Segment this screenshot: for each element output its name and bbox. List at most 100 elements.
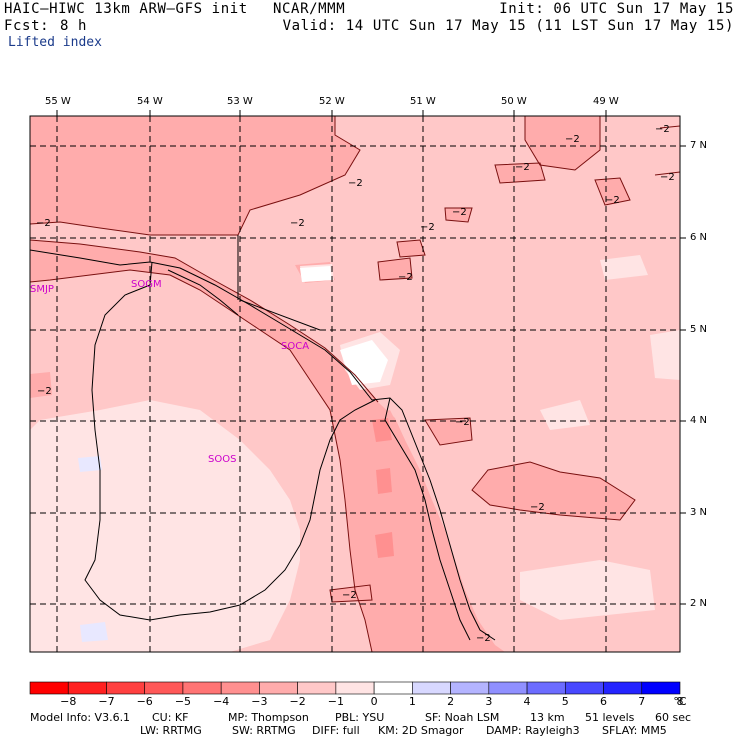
- station-sogm: SOGM: [131, 279, 162, 290]
- colorbar-swatch: [144, 681, 184, 695]
- field-region-light7: [520, 560, 655, 620]
- surface-layer: SFLAY: MM5: [602, 724, 667, 737]
- colorbar-tick-label: −2: [289, 695, 306, 708]
- colorbar-tick-label: −5: [174, 695, 192, 708]
- colorbar-tick-label: 1: [408, 695, 416, 708]
- field-region-east: [472, 462, 635, 520]
- lat-label: 5 N: [690, 324, 708, 335]
- field-region-light5: [540, 400, 590, 430]
- colorbar-swatch: [182, 681, 222, 695]
- longwave-scheme: LW: RRTMG: [140, 724, 202, 737]
- colorbar-tick-label: 2: [447, 695, 455, 708]
- field-patch-dark3: [375, 532, 394, 558]
- init-time: Init: 06 UTC Sun 17 May 15: [499, 1, 734, 17]
- colorbar-tick-label: 4: [523, 695, 531, 708]
- colorbar-unit: °C: [673, 695, 687, 708]
- contour-label: −2: [37, 386, 52, 397]
- center-name: NCAR/MMM: [273, 1, 346, 17]
- microphysics-scheme: MP: Thompson: [228, 711, 309, 724]
- contour-label: −2: [660, 172, 675, 183]
- field-region-spot7: [330, 585, 372, 602]
- colorbar-tick-label: −4: [213, 695, 230, 708]
- contour-label: −2: [420, 222, 435, 233]
- valid-time: Valid: 14 UTC Sun 17 May 15 (11 LST Sun …: [282, 18, 734, 34]
- contour-label: −2: [455, 417, 470, 428]
- colorbar-swatch: [603, 681, 643, 695]
- km-option: KM: 2D Smagor: [378, 724, 464, 737]
- lon-label: 54 W: [137, 96, 163, 107]
- station-smjp: SMJP: [30, 284, 54, 295]
- contour-label: −2: [515, 162, 530, 173]
- field-region-coast-east: [425, 418, 472, 445]
- colorbar-tick-label: −6: [136, 695, 153, 708]
- colorbar: [29, 681, 681, 695]
- colorbar-tick-label: 6: [600, 695, 608, 708]
- contour-label: −2: [565, 134, 580, 145]
- shortwave-scheme: SW: RRTMG: [232, 724, 296, 737]
- lon-label: 49 W: [593, 96, 619, 107]
- resolution: 13 km: [530, 711, 565, 724]
- contour-labels: −2 −2 −2 −2 −2 −2 −2 −2 −2 −2 −2 −2 −2 −…: [36, 124, 675, 644]
- colorbar-swatch: [450, 681, 490, 695]
- colorbar-swatch: [526, 681, 566, 695]
- contour-label: −2: [655, 124, 670, 135]
- field-region-spot2: [378, 258, 412, 280]
- model-info: Model Info: V3.6.1: [30, 711, 131, 724]
- lat-label: 6 N: [690, 232, 708, 243]
- field-region-light8: [600, 255, 648, 280]
- contour-label: −2: [452, 207, 467, 218]
- lon-label: 51 W: [410, 96, 436, 107]
- contour-label: −2: [290, 218, 305, 229]
- colorbar-swatch: [259, 681, 298, 695]
- station-labels: SMJP SOGM SOCA SOOS: [30, 279, 309, 465]
- colorbar-swatch: [67, 681, 107, 695]
- lon-label: 50 W: [501, 96, 527, 107]
- colorbar-tick-label: −1: [327, 695, 344, 708]
- pbl-scheme: PBL: YSU: [335, 711, 385, 724]
- station-soos: SOOS: [208, 454, 236, 465]
- timestep: 60 sec: [655, 711, 692, 724]
- field-patch-dark2: [376, 468, 392, 494]
- contour-label: −2: [398, 272, 413, 283]
- colorbar-tick-label: −7: [98, 695, 115, 708]
- colorbar-swatch: [412, 681, 451, 695]
- model-title: HAIC–HIWC 13km ARW–GFS init: [4, 1, 248, 17]
- lat-label: 4 N: [690, 415, 708, 426]
- colorbar-swatch: [335, 681, 375, 695]
- axis-ticks: [56, 110, 686, 605]
- colorbar-tick-label: 0: [370, 695, 378, 708]
- vertical-levels: 51 levels: [585, 711, 635, 724]
- lon-label: 55 W: [45, 96, 71, 107]
- contour-label: −2: [605, 195, 620, 206]
- field-region-ne: [525, 116, 600, 170]
- lat-label: 2 N: [690, 598, 708, 609]
- surface-scheme: SF: Noah LSM: [425, 711, 500, 724]
- field-region-white2: [300, 266, 332, 282]
- colorbar-swatch: [373, 681, 413, 695]
- forecast-label: Fcst:: [4, 18, 50, 34]
- colorbar-swatch: [488, 681, 528, 695]
- colorbar-swatch: [106, 681, 146, 695]
- station-soca: SOCA: [281, 341, 309, 352]
- contour-label: −2: [530, 502, 545, 513]
- field-region-spot4: [445, 208, 472, 222]
- colorbar-tick-label: 3: [485, 695, 493, 708]
- damping: DAMP: Rayleigh3: [486, 724, 580, 737]
- colorbar-swatch: [641, 681, 681, 695]
- lat-label: 7 N: [690, 140, 708, 151]
- field-region-spot3: [397, 240, 425, 257]
- field-region-blue2: [80, 622, 108, 642]
- colorbar-tick-label: −3: [251, 695, 268, 708]
- forecast-hour: 8 h: [60, 18, 88, 34]
- contour-label: −2: [476, 633, 491, 644]
- field-region-light6: [650, 330, 680, 380]
- colorbar-swatch: [297, 681, 337, 695]
- colorbar-tick-label: 8: [676, 695, 684, 708]
- colorbar-tick-label: −8: [60, 695, 77, 708]
- field-region-spot6: [30, 372, 52, 398]
- lon-label: 53 W: [227, 96, 253, 107]
- field-region-inland-river: [360, 410, 440, 620]
- colorbar-swatch: [564, 681, 604, 695]
- diffusion: DIFF: full: [312, 724, 360, 737]
